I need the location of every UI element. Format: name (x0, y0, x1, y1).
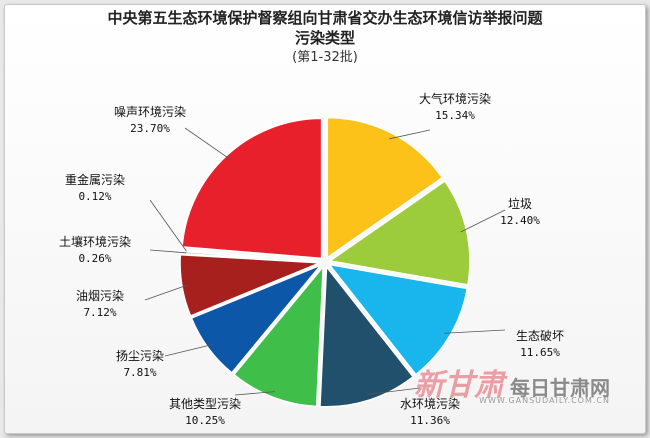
leader-line (184, 127, 232, 161)
slice-label: 扬尘污染 (116, 348, 164, 363)
slice-value-label: 11.65% (520, 346, 560, 359)
slice-label: 垃圾 (508, 196, 532, 211)
slice-label: 噪声环境污染 (114, 104, 186, 119)
pie-slice (327, 263, 469, 376)
pie-slice (179, 249, 321, 263)
slice-value-label: 0.12% (78, 190, 111, 203)
leader-line (389, 129, 431, 140)
slice-label: 重金属污染 (65, 172, 125, 187)
watermark: 新甘肃 每日甘肃网 WWW.GANSUDAILY.COM.CN (414, 360, 610, 405)
pie-slices (179, 116, 471, 408)
batch-range: (第1-32批) (292, 50, 358, 65)
slice-value-label: 7.12% (83, 306, 116, 319)
leader-line (144, 284, 189, 301)
leader-line (460, 209, 506, 233)
chart-subtitle: 污染类型 (294, 29, 355, 47)
pie-slice (232, 264, 325, 408)
slice-label: 油烟污染 (76, 288, 124, 303)
slice-label: 大气环境污染 (419, 91, 491, 106)
leader-line (234, 391, 275, 396)
slice-value-label: 0.26% (78, 252, 111, 265)
slice-label: 其他类型污染 (169, 396, 241, 411)
slice-value-label: 15.34% (435, 109, 475, 122)
slice-value-label: 7.81% (123, 366, 156, 379)
pie-slice (327, 180, 471, 286)
leader-line (149, 249, 187, 254)
watermark-brand: 新甘肃 (414, 368, 504, 403)
leader-lines (144, 127, 506, 396)
pie-slice (179, 253, 321, 317)
watermark-site: 每日甘肃网 (510, 376, 610, 400)
chart-title: 中央第五生态环境保护督察组向甘肃省交办生态环境信访举报问题 (107, 9, 543, 27)
watermark-url: WWW.GANSUDAILY.COM.CN (479, 396, 610, 405)
leader-line (149, 199, 187, 252)
pie-slice (181, 117, 323, 260)
slice-label: 水环境污染 (400, 396, 460, 411)
slice-value-label: 12.40% (500, 214, 540, 227)
leader-line (444, 329, 506, 334)
slice-label: 生态破坏 (516, 328, 564, 343)
slice-label: 土壤环境污染 (59, 234, 131, 249)
pie-slice (326, 116, 444, 260)
slice-value-label: 23.70% (130, 122, 170, 135)
pie-slice (190, 264, 322, 374)
leader-line (367, 387, 421, 395)
slice-value-label: 10.25% (185, 414, 225, 427)
slice-value-label: 11.36% (410, 414, 450, 427)
slice-labels: 大气环境污染 15.34% 垃圾 12.40% 生态破坏 11.65% 水环境污染 11.36… (59, 91, 564, 427)
pie-slice (319, 264, 415, 408)
leader-line (164, 344, 214, 357)
title-block: 中央第五生态环境保护督察组向甘肃省交办生态环境信访举报问题 污染类型 (第1-3… (0, 8, 650, 67)
